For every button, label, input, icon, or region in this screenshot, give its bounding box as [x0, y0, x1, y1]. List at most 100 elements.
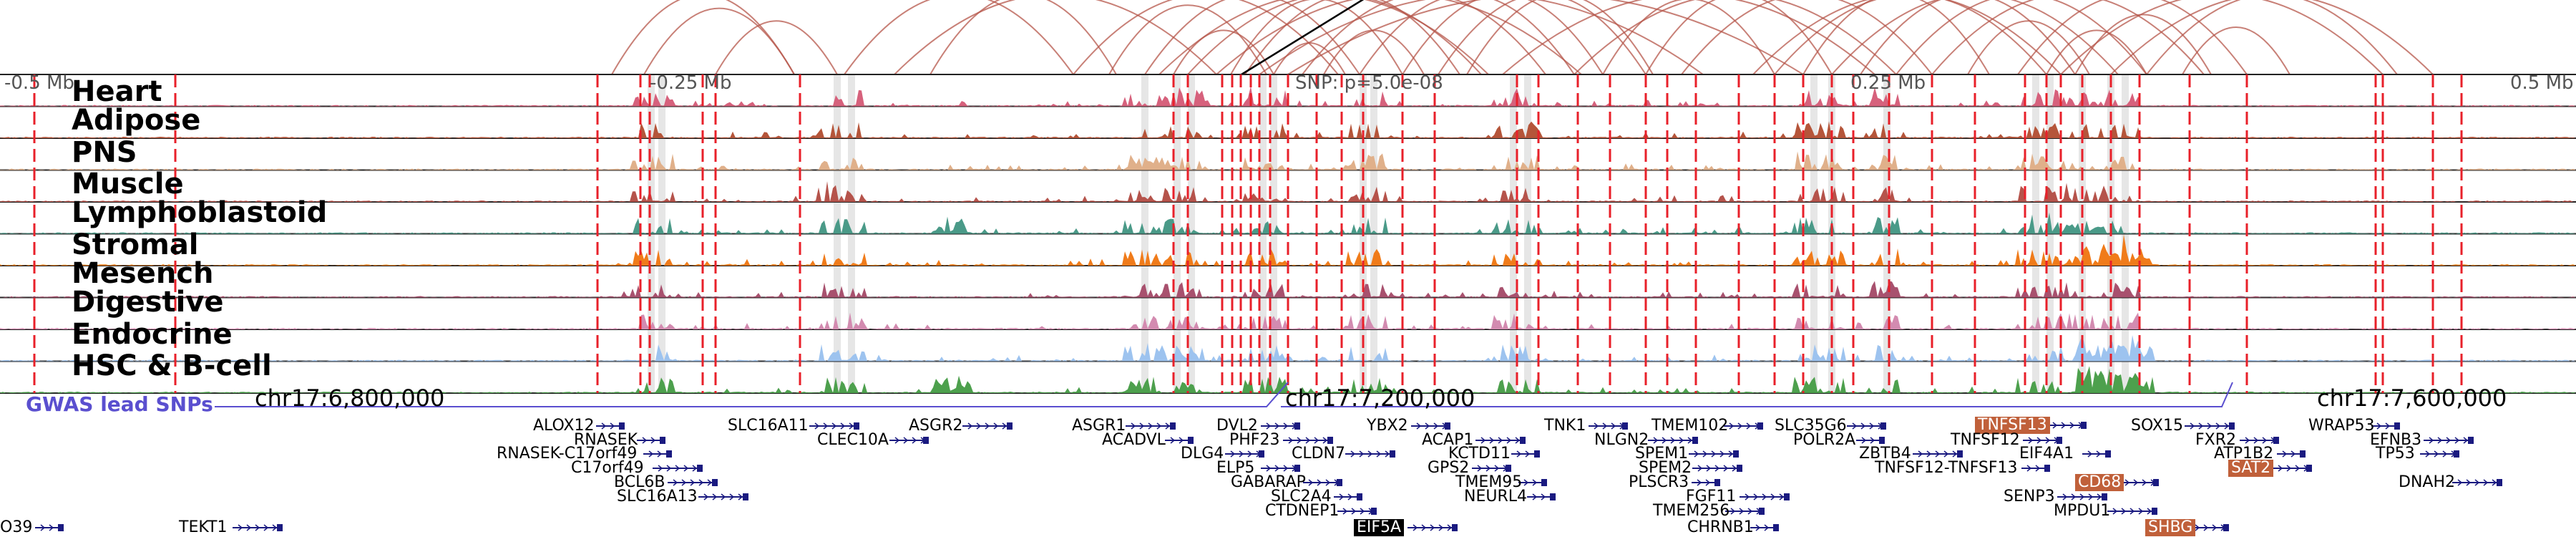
gene-label: EIF4A1 [2019, 445, 2074, 463]
gene-strand-arrow [1860, 422, 1866, 430]
gene-strand-arrow [1706, 465, 1712, 472]
gene-exon [1357, 493, 1362, 500]
gene-strand-arrow [1347, 493, 1353, 500]
gene-strand-arrow [238, 524, 243, 531]
gene-strand-arrow [2078, 422, 2084, 429]
gene-strand-arrow [1702, 450, 1708, 458]
gene-strand-arrow [650, 437, 656, 444]
gene-strand-arrow [2245, 437, 2250, 444]
gene-strand-arrow [894, 437, 900, 444]
gene-strand-arrow [1952, 450, 1958, 458]
gene-strand-arrow [729, 493, 735, 500]
gene-exon [2102, 493, 2107, 500]
gene-strand-arrow [1425, 422, 1430, 430]
gene-strand-arrow [2026, 465, 2032, 472]
gene-label: SLC35G6 [1775, 417, 1847, 435]
gene-exon [1759, 508, 1765, 515]
gene-strand-arrow [2054, 437, 2059, 444]
gene-strand-arrow [1489, 437, 1495, 444]
gene-strand-arrow [2133, 479, 2139, 486]
chromosome-tick-label: chr17:7,600,000 [2317, 384, 2507, 412]
gene-strand-arrow [1753, 493, 1759, 500]
gene-strand-arrow [1351, 508, 1357, 515]
gene-strand-arrow [272, 524, 278, 531]
track-label-muscle: Muscle [72, 168, 184, 200]
gene-exon [923, 437, 929, 444]
loop-arc [1438, 0, 1646, 75]
loop-arc [1967, 20, 2090, 75]
gene-strand-arrow [1360, 508, 1365, 515]
gene-exon [58, 524, 64, 531]
loop-arc [2110, 0, 2434, 75]
gene-exon [1170, 422, 1176, 430]
loop-arc [715, 20, 838, 75]
gene-strand-arrow [2215, 422, 2221, 430]
gene-strand-arrow [2124, 479, 2130, 486]
gene-strand-arrow [263, 524, 269, 531]
gene-label: GABARAP [1231, 473, 1306, 491]
gene-label: SENP3 [2004, 488, 2055, 505]
gene-exon [1692, 437, 1698, 444]
gene-exon [2057, 437, 2062, 444]
gene-strand-arrow [2303, 465, 2309, 472]
gene-label: ACAP1 [1422, 431, 1474, 449]
loop-arc [1259, 0, 1704, 75]
gene-strand-arrow [1322, 437, 1328, 444]
gene-strand-arrow [1697, 479, 1702, 486]
gene-strand-arrow [2087, 450, 2093, 458]
gene-strand-arrow [1416, 422, 1422, 430]
gene-strand-arrow [1697, 465, 1703, 472]
gene-strand-arrow [698, 479, 704, 486]
gene-strand-arrow [2474, 479, 2480, 486]
gene-label: TEKT1 [179, 518, 228, 536]
track-label-adipose: Adipose [72, 104, 201, 137]
gene-exon [1327, 437, 1333, 444]
gwas-connector [215, 382, 2233, 407]
gene-strand-arrow [1869, 422, 1875, 430]
gene-strand-arrow [2434, 450, 2439, 458]
gene-label: ASGR2 [909, 417, 963, 435]
gene-strand-arrow [1525, 450, 1531, 458]
gene-strand-arrow [1156, 422, 1162, 430]
gene-strand-arrow [2207, 422, 2212, 430]
gene-strand-arrow [903, 437, 909, 444]
gene-strand-arrow [1385, 450, 1390, 458]
gene-strand-arrow [1918, 450, 1923, 458]
gene-strand-arrow [1737, 422, 1743, 430]
gene-exon [1337, 479, 1342, 486]
gene-exon [1622, 422, 1628, 430]
gene-strand-arrow [1376, 450, 1382, 458]
gene-strand-arrow [1935, 450, 1941, 458]
track-signal [0, 86, 2576, 107]
loop-arc [1359, 0, 1575, 75]
gene-strand-arrow [2282, 450, 2288, 458]
gene-exon [1294, 465, 1300, 472]
gene-exon [2223, 524, 2229, 531]
gene-strand-arrow [1170, 437, 1176, 444]
gene-exon [1773, 524, 1779, 531]
gene-strand-arrow [2385, 422, 2391, 430]
gwas-connector-left [215, 382, 1289, 407]
gwas-connector-right [1281, 382, 2233, 407]
gene-exon [1294, 422, 1300, 430]
gene-strand-arrow [2437, 437, 2443, 444]
gene-exon [1957, 450, 1963, 458]
gene-exon [1007, 422, 1013, 430]
gene-exon [2273, 437, 2279, 444]
gene-strand-arrow [2262, 437, 2268, 444]
gene-strand-arrow [1447, 524, 1453, 531]
gene-strand-arrow [1503, 465, 1508, 472]
gene-strand-arrow [1274, 422, 1280, 430]
gene-models [35, 422, 2502, 531]
loop-arc [643, 7, 795, 75]
gene-strand-arrow [1694, 450, 1699, 458]
gene-strand-arrow [1532, 493, 1538, 500]
loop-arc [2046, 29, 2147, 75]
gene-strand-arrow [1317, 479, 1322, 486]
gene-strand-arrow [712, 493, 718, 500]
gene-strand-arrow [2052, 422, 2058, 429]
loop-arc [2182, 26, 2290, 75]
gene-strand-arrow [1619, 422, 1625, 430]
gene-strand-arrow [2142, 479, 2147, 486]
loop-arc [1302, 0, 1546, 75]
